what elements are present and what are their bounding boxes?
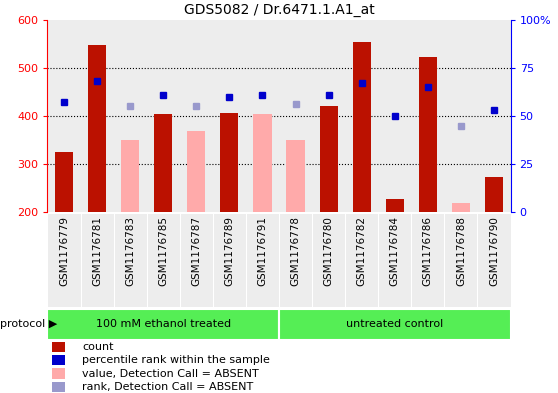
Bar — [147, 214, 180, 307]
Bar — [220, 113, 238, 212]
Text: 100 mM ethanol treated: 100 mM ethanol treated — [95, 319, 231, 329]
Text: percentile rank within the sample: percentile rank within the sample — [82, 355, 270, 365]
Bar — [180, 214, 213, 307]
Bar — [411, 20, 444, 212]
Bar — [411, 214, 444, 307]
Text: rank, Detection Call = ABSENT: rank, Detection Call = ABSENT — [82, 382, 253, 392]
Text: GSM1176781: GSM1176781 — [92, 216, 102, 286]
Bar — [55, 152, 73, 212]
Bar — [279, 309, 511, 340]
Text: GSM1176779: GSM1176779 — [59, 216, 69, 286]
Text: protocol ▶: protocol ▶ — [0, 319, 57, 329]
Title: GDS5082 / Dr.6471.1.A1_at: GDS5082 / Dr.6471.1.A1_at — [184, 3, 374, 17]
Bar — [80, 214, 114, 307]
Text: GSM1176784: GSM1176784 — [390, 216, 400, 286]
Bar — [52, 342, 65, 352]
Bar — [485, 177, 503, 212]
Bar — [47, 214, 80, 307]
Bar — [213, 20, 246, 212]
Bar — [246, 214, 279, 307]
Bar — [386, 199, 404, 212]
Text: GSM1176791: GSM1176791 — [257, 216, 267, 286]
Text: GSM1176778: GSM1176778 — [291, 216, 301, 286]
Text: count: count — [82, 342, 114, 352]
Bar — [114, 214, 147, 307]
Text: GSM1176786: GSM1176786 — [423, 216, 433, 286]
Bar — [279, 20, 312, 212]
Bar — [478, 214, 511, 307]
Bar — [47, 309, 279, 340]
Text: GSM1176790: GSM1176790 — [489, 216, 499, 286]
Text: GSM1176789: GSM1176789 — [224, 216, 234, 286]
Text: GSM1176782: GSM1176782 — [357, 216, 367, 286]
Bar — [444, 20, 478, 212]
Bar — [345, 20, 378, 212]
Bar — [418, 57, 437, 212]
Text: GSM1176787: GSM1176787 — [191, 216, 201, 286]
Bar — [444, 214, 478, 307]
Text: GSM1176780: GSM1176780 — [324, 216, 334, 286]
Bar — [52, 355, 65, 365]
Bar — [253, 114, 272, 212]
Bar — [80, 20, 114, 212]
Bar — [320, 106, 338, 212]
Bar — [452, 203, 470, 212]
Text: GSM1176783: GSM1176783 — [125, 216, 135, 286]
Bar — [114, 20, 147, 212]
Bar — [312, 20, 345, 212]
Bar — [180, 20, 213, 212]
Bar — [286, 140, 305, 212]
Bar — [353, 42, 371, 212]
Text: untreated control: untreated control — [346, 319, 444, 329]
Bar — [88, 45, 106, 212]
Bar — [121, 140, 140, 212]
Bar — [246, 20, 279, 212]
Bar — [345, 214, 378, 307]
Bar — [187, 131, 205, 212]
Bar — [52, 369, 65, 379]
Bar — [154, 114, 172, 212]
Bar — [279, 214, 312, 307]
Text: GSM1176785: GSM1176785 — [158, 216, 168, 286]
Bar — [52, 382, 65, 392]
Bar — [213, 214, 246, 307]
Bar — [478, 20, 511, 212]
Bar — [312, 214, 345, 307]
Bar — [378, 214, 411, 307]
Bar — [147, 20, 180, 212]
Bar — [47, 20, 80, 212]
Bar — [378, 20, 411, 212]
Text: value, Detection Call = ABSENT: value, Detection Call = ABSENT — [82, 369, 259, 378]
Text: GSM1176788: GSM1176788 — [456, 216, 466, 286]
